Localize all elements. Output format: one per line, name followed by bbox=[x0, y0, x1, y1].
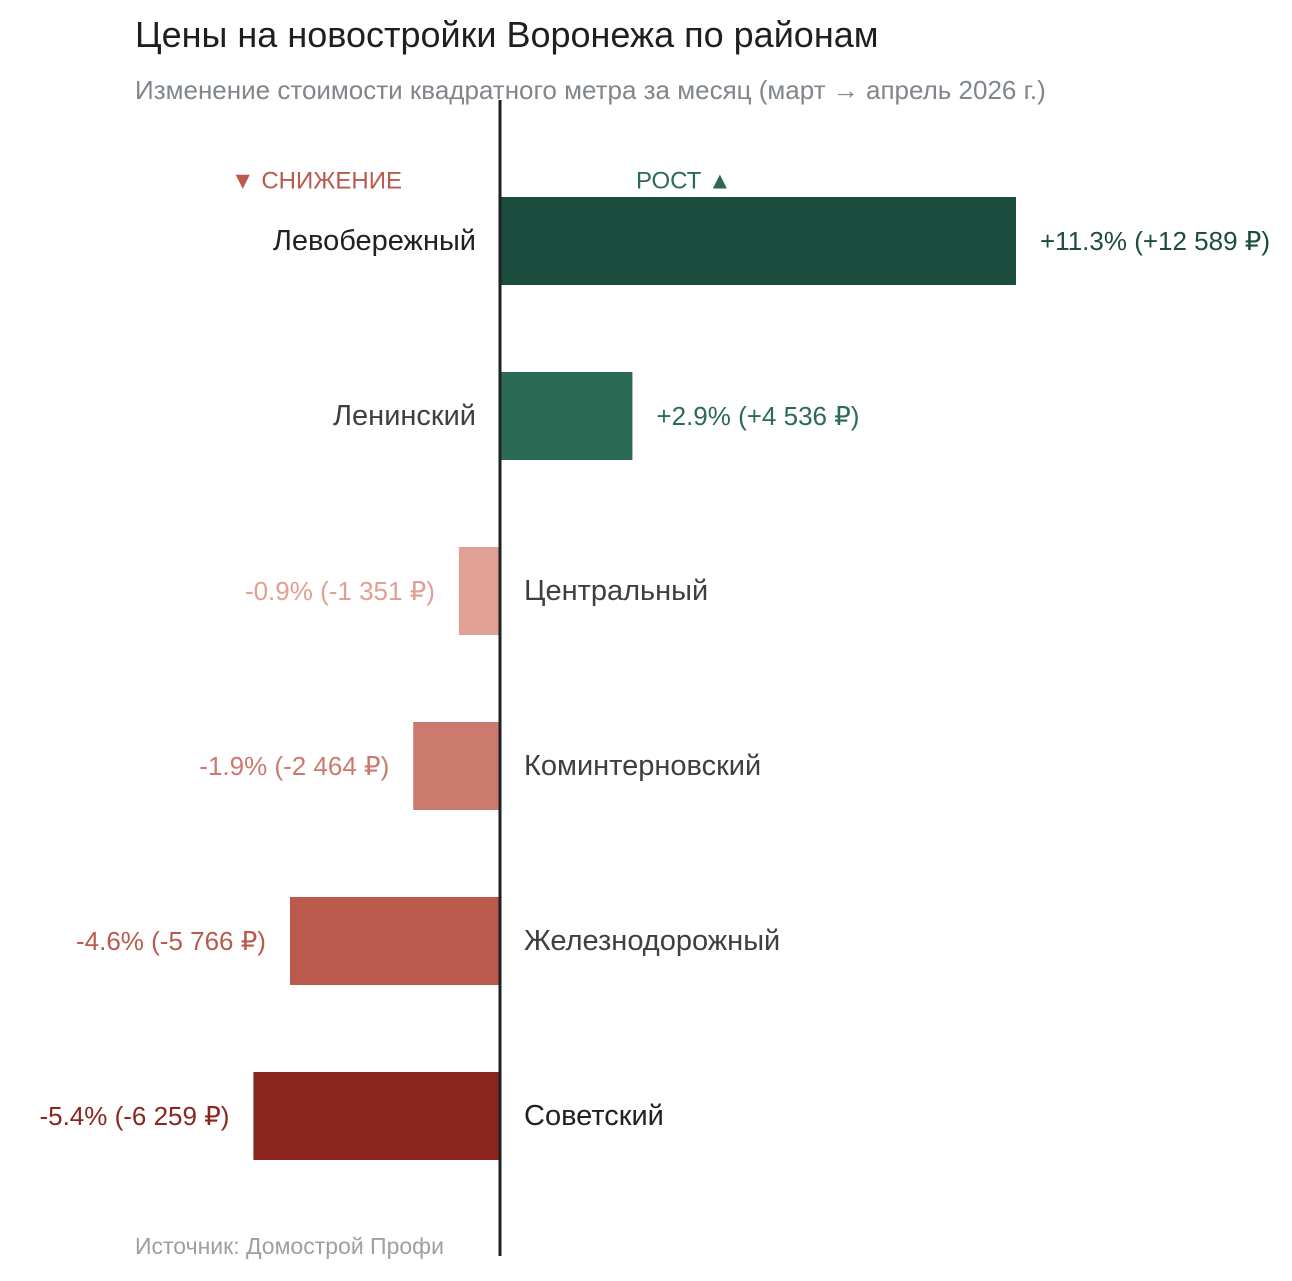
bar-1 bbox=[500, 197, 1016, 285]
category-label-5: Железнодорожный bbox=[524, 925, 780, 957]
bar-4 bbox=[413, 722, 500, 810]
value-label-1: +11.3% (+12 589 ₽) bbox=[1040, 226, 1270, 256]
legend-decrease: ▼ СНИЖЕНИЕ bbox=[231, 168, 402, 195]
category-label-6: Советский bbox=[524, 1100, 664, 1132]
value-label-4: -1.9% (-2 464 ₽) bbox=[199, 751, 389, 781]
legend: ▼ СНИЖЕНИЕ РОСТ ▲ bbox=[231, 168, 732, 195]
chart-subtitle: Изменение стоимости квадратного метра за… bbox=[135, 75, 1046, 105]
bars-layer bbox=[253, 197, 1016, 1160]
value-label-3: -0.9% (-1 351 ₽) bbox=[245, 576, 435, 606]
category-label-2: Ленинский bbox=[333, 400, 476, 432]
bar-2 bbox=[500, 372, 633, 460]
bar-5 bbox=[289, 897, 500, 985]
value-label-5: -4.6% (-5 766 ₽) bbox=[76, 926, 266, 956]
chart-source: Источник: Домострой Профи bbox=[135, 1233, 444, 1259]
bar-3 bbox=[458, 547, 500, 635]
value-label-6: -5.4% (-6 259 ₽) bbox=[39, 1101, 229, 1131]
category-label-4: Коминтерновский bbox=[524, 750, 761, 782]
value-label-2: +2.9% (+4 536 ₽) bbox=[656, 401, 859, 431]
chart-title: Цены на новостройки Воронежа по районам bbox=[135, 14, 879, 55]
category-label-3: Центральный bbox=[524, 575, 708, 607]
category-label-1: Левобережный bbox=[273, 225, 476, 257]
legend-increase: РОСТ ▲ bbox=[636, 168, 732, 195]
labels-layer: Левобережный +11.3% (+12 589 ₽) Ленинский +… bbox=[39, 225, 1270, 1132]
bar-6 bbox=[253, 1072, 500, 1160]
